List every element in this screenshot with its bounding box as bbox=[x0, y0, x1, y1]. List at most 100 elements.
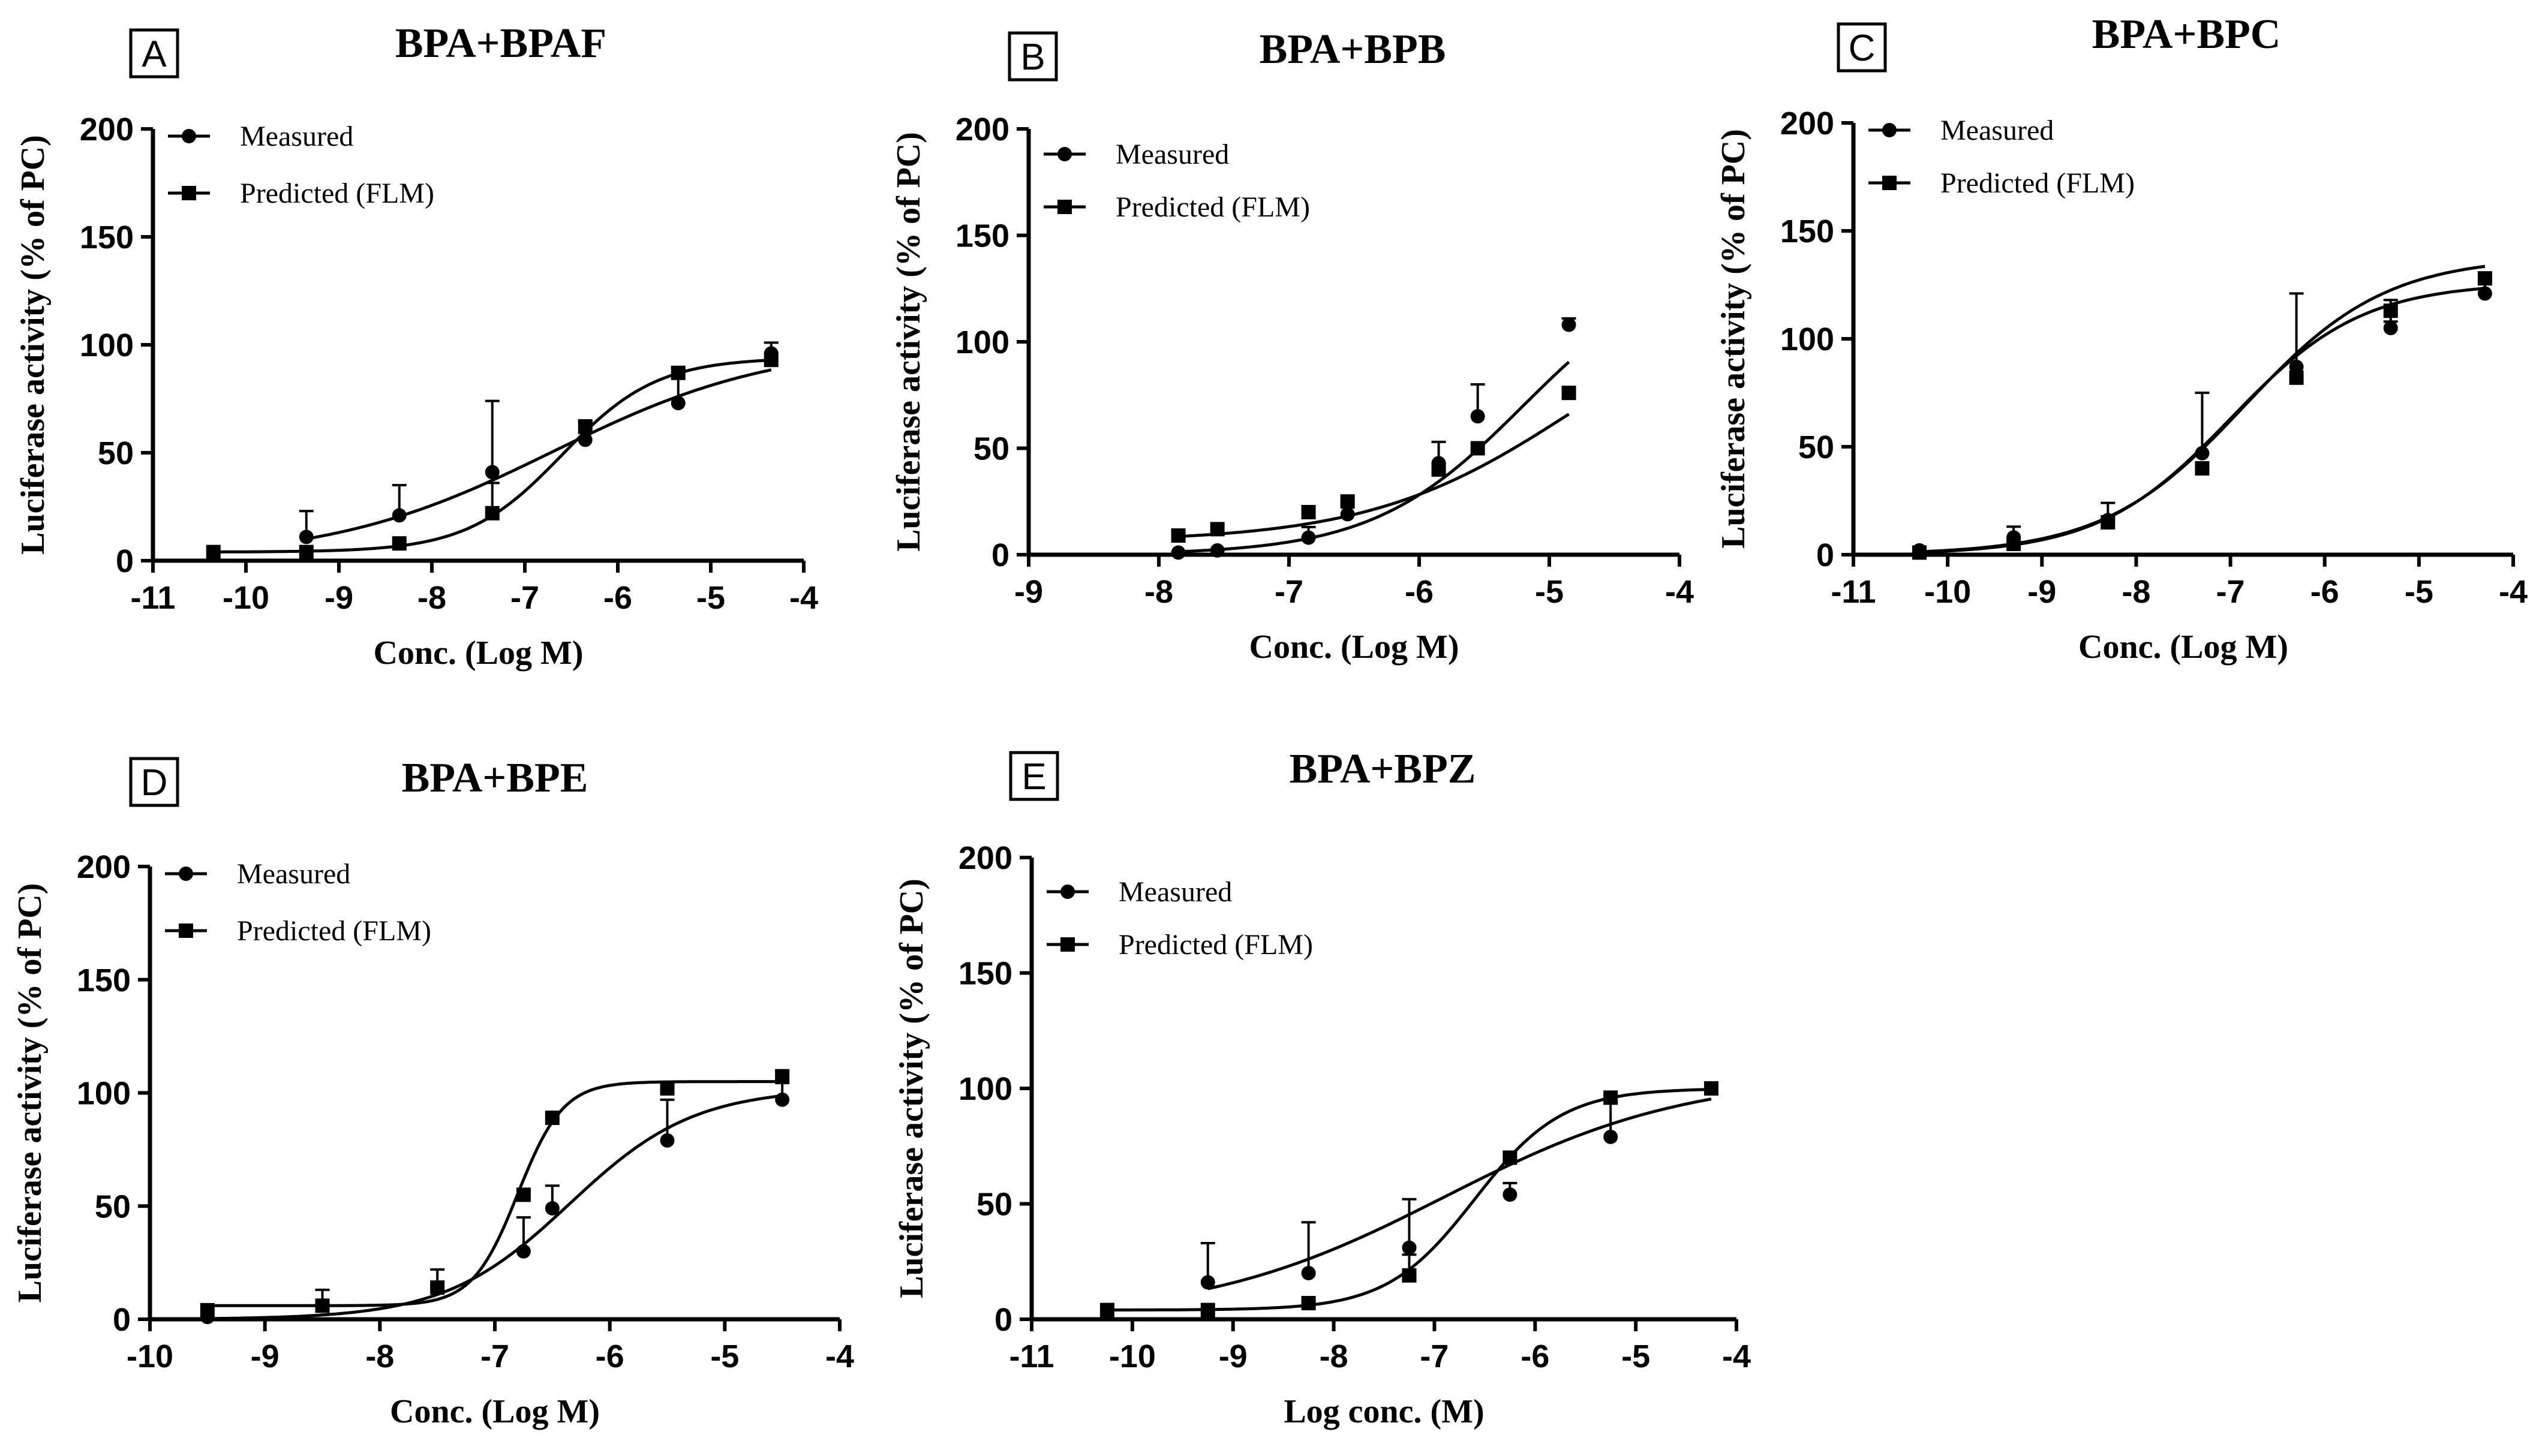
data-point bbox=[1402, 1268, 1417, 1283]
data-point bbox=[2195, 446, 2210, 461]
x-axis-label: Log conc. (M) bbox=[1284, 1393, 1484, 1430]
legend-marker bbox=[1057, 200, 1072, 214]
legend-marker bbox=[1057, 147, 1072, 161]
x-tick-label: -9 bbox=[1219, 1338, 1248, 1374]
x-tick-label: -11 bbox=[130, 580, 175, 616]
y-tick-label: 0 bbox=[113, 1302, 131, 1338]
data-point bbox=[200, 1302, 215, 1317]
series-measured bbox=[1912, 279, 2492, 558]
chart-title: BPA+BPZ bbox=[1290, 746, 1476, 792]
data-point bbox=[1171, 545, 1186, 560]
x-tick-label: -5 bbox=[2405, 574, 2433, 610]
data-point bbox=[1704, 1081, 1719, 1096]
y-tick-label: 100 bbox=[1780, 321, 1834, 357]
y-tick-label: 200 bbox=[955, 112, 1009, 148]
legend-label: Predicted (FLM) bbox=[240, 178, 434, 209]
data-point bbox=[1402, 1240, 1417, 1255]
legend-marker bbox=[1060, 937, 1075, 952]
data-point bbox=[485, 506, 500, 521]
data-point bbox=[1503, 1187, 1518, 1202]
fit-curve bbox=[207, 1080, 783, 1307]
x-axis-label: Conc. (Log M) bbox=[390, 1393, 600, 1430]
data-point bbox=[1210, 522, 1225, 537]
data-point bbox=[2477, 271, 2492, 286]
y-tick-label: 100 bbox=[77, 1076, 131, 1112]
data-point bbox=[2006, 537, 2021, 551]
data-point bbox=[1431, 462, 1446, 477]
data-point bbox=[392, 536, 407, 551]
x-axis-label: Conc. (Log M) bbox=[374, 634, 584, 672]
legend: Measured Predicted (FLM) bbox=[1047, 876, 1313, 961]
x-tick-label: -5 bbox=[1621, 1338, 1650, 1374]
chart-title: BPA+BPC bbox=[2092, 11, 2281, 58]
y-tick-label: 50 bbox=[1798, 429, 1834, 465]
fit-curve bbox=[1178, 413, 1570, 539]
x-tick-label: -9 bbox=[251, 1338, 280, 1374]
data-point bbox=[516, 1244, 531, 1259]
data-point bbox=[1301, 1266, 1316, 1280]
data-point bbox=[1200, 1302, 1215, 1317]
fit-curve bbox=[306, 368, 772, 541]
panel-letter: B bbox=[1020, 37, 1045, 78]
x-tick-label: -11 bbox=[1009, 1338, 1054, 1374]
series-predicted bbox=[206, 353, 779, 559]
y-tick-label: 50 bbox=[98, 435, 134, 471]
y-tick-label: 50 bbox=[976, 1187, 1012, 1223]
panel-letter-box bbox=[129, 757, 179, 807]
data-point bbox=[1603, 1090, 1618, 1105]
x-tick-label: -4 bbox=[2499, 574, 2528, 610]
panel-e: E BPA+BPZ 0 50 100 150 200 -11 -10 -9 -8 -7 -6 -5 -4 Lo… bbox=[893, 746, 1751, 1430]
data-point bbox=[671, 396, 686, 411]
y-tick-label: 200 bbox=[1780, 106, 1834, 142]
series-predicted bbox=[1171, 386, 1576, 543]
chart-title: BPA+BPAF bbox=[395, 20, 606, 67]
x-tick-label: -6 bbox=[603, 580, 632, 616]
y-tick-label: 150 bbox=[955, 218, 1009, 254]
legend-label: Measured bbox=[1116, 139, 1229, 170]
data-point bbox=[2383, 303, 2398, 318]
x-axis-label: Conc. (Log M) bbox=[2078, 628, 2288, 666]
x-tick-label: -7 bbox=[2216, 574, 2245, 610]
data-point bbox=[299, 530, 314, 545]
x-tick-label: -5 bbox=[696, 580, 725, 616]
data-point bbox=[1470, 409, 1485, 424]
y-axis-label: Luciferase activity (% of PC) bbox=[14, 135, 52, 555]
data-point bbox=[545, 1111, 560, 1126]
x-tick-label: -11 bbox=[1831, 574, 1876, 610]
x-tick-label: -10 bbox=[223, 580, 269, 616]
x-tick-label: -4 bbox=[825, 1338, 854, 1374]
legend: Measured Predicted (FLM) bbox=[165, 858, 431, 947]
panel-letter: E bbox=[1021, 756, 1046, 798]
data-point bbox=[545, 1201, 560, 1216]
legend: Measured Predicted (FLM) bbox=[1044, 139, 1310, 223]
x-tick-label: -5 bbox=[1535, 574, 1564, 610]
chart-title: BPA+BPE bbox=[402, 755, 588, 801]
legend-label: Predicted (FLM) bbox=[237, 915, 431, 947]
y-tick-label: 150 bbox=[1780, 213, 1834, 249]
data-point bbox=[578, 419, 593, 434]
fit-curve bbox=[1207, 1097, 1712, 1290]
x-tick-label: -8 bbox=[417, 580, 446, 616]
data-point bbox=[2195, 461, 2210, 476]
y-axis-label: Luciferase activity (% of PC) bbox=[893, 879, 930, 1298]
panel-c: C BPA+BPC 0 50 100 150 200 -11 -10 -9 -8 -7 -6 -5 -4 Co… bbox=[1715, 11, 2528, 666]
legend-marker bbox=[1060, 885, 1075, 899]
fit-curve bbox=[1178, 360, 1570, 553]
y-tick-label: 200 bbox=[958, 840, 1012, 876]
panel-letter-box bbox=[1837, 22, 1887, 73]
series-measured bbox=[200, 1069, 790, 1325]
legend-label: Measured bbox=[237, 858, 350, 890]
x-tick-label: -6 bbox=[1405, 574, 1434, 610]
data-point bbox=[660, 1133, 675, 1148]
data-point bbox=[764, 353, 779, 368]
data-point bbox=[2477, 286, 2492, 301]
x-tick-label: -9 bbox=[1014, 574, 1043, 610]
data-point bbox=[1301, 530, 1316, 545]
data-point bbox=[1099, 1302, 1114, 1317]
data-point bbox=[2101, 515, 2116, 530]
y-tick-label: 50 bbox=[95, 1189, 131, 1225]
x-tick-label: -4 bbox=[1665, 574, 1694, 610]
data-point bbox=[1340, 494, 1355, 509]
x-tick-label: -7 bbox=[1420, 1338, 1449, 1374]
